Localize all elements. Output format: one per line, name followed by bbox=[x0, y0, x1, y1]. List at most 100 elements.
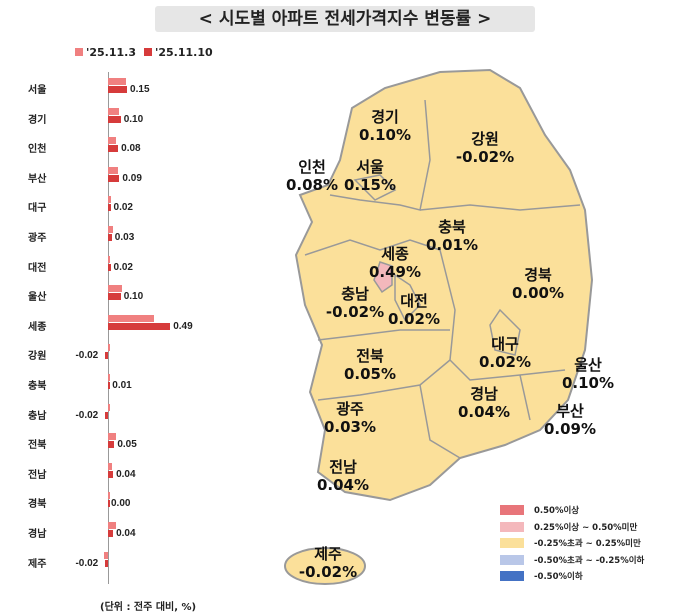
bar-previous bbox=[108, 166, 119, 174]
legend-swatch bbox=[500, 521, 524, 532]
region-label: 경남 bbox=[28, 529, 47, 540]
value-label: -0.02 bbox=[75, 409, 99, 421]
bar-previous bbox=[108, 522, 116, 529]
map-legend-item: -0.50%초과 ~ -0.25%이하 bbox=[500, 552, 644, 569]
value-label: 0.09 bbox=[122, 172, 142, 184]
bar-previous bbox=[108, 137, 116, 145]
bar-current bbox=[108, 174, 120, 182]
value-label: 0.01 bbox=[112, 380, 132, 391]
map-label-5: 세종 0.49% bbox=[360, 245, 430, 281]
bar-current bbox=[108, 470, 114, 478]
legend-swatch bbox=[500, 505, 524, 516]
region-value: -0.02% bbox=[298, 563, 358, 581]
jeju-shape bbox=[284, 547, 366, 585]
region-name: 부산 bbox=[556, 402, 584, 420]
bar-current bbox=[108, 322, 171, 330]
bar-current bbox=[108, 382, 110, 389]
bar-current bbox=[108, 86, 128, 93]
map-label-6: 경북 0.00% bbox=[503, 266, 573, 302]
region-value: 0.03% bbox=[323, 418, 377, 436]
region-value: -0.02% bbox=[455, 148, 515, 166]
region-value: 0.02% bbox=[478, 353, 532, 371]
map-label-14: 부산 0.09% bbox=[535, 402, 605, 438]
bar-current bbox=[108, 204, 111, 212]
region-name: 서울 bbox=[356, 158, 384, 176]
value-label: 0.15 bbox=[130, 84, 150, 95]
page-title: < 시도별 아파트 전세가격지수 변동률 > bbox=[155, 6, 535, 32]
bar-previous bbox=[108, 374, 110, 381]
bar-previous bbox=[108, 462, 112, 470]
region-name: 경북 bbox=[524, 266, 552, 284]
region-name: 울산 bbox=[574, 356, 602, 374]
value-label: 0.08 bbox=[121, 143, 141, 155]
map-label-7: 충남 -0.02% bbox=[320, 285, 390, 321]
region-label: 전남 bbox=[28, 469, 47, 481]
region-label: 충남 bbox=[28, 410, 47, 422]
region-value: 0.10% bbox=[358, 126, 412, 144]
region-value: 0.04% bbox=[316, 476, 370, 494]
bar-previous bbox=[108, 344, 110, 352]
legend-label: -0.25%초과 ~ 0.25%미만 bbox=[534, 539, 641, 550]
legend-label: -0.50%이하 bbox=[534, 572, 583, 583]
region-label: 울산 bbox=[28, 292, 47, 304]
region-name: 전남 bbox=[329, 458, 357, 476]
region-label: 세종 bbox=[28, 321, 47, 333]
legend-swatch bbox=[500, 554, 524, 565]
region-label: 대구 bbox=[28, 203, 47, 215]
value-label: 0.05 bbox=[117, 439, 137, 451]
bar-previous bbox=[108, 78, 126, 85]
map-label-8: 대전 0.02% bbox=[379, 292, 449, 328]
region-label: 제주 bbox=[28, 558, 47, 570]
legend-label: -0.50%초과 ~ -0.25%이하 bbox=[534, 555, 645, 566]
map-legend-item: -0.50%이하 bbox=[500, 568, 644, 585]
value-label: 0.02 bbox=[113, 261, 133, 273]
bar-current bbox=[108, 115, 121, 123]
bar-current bbox=[105, 352, 108, 360]
region-value: 0.02% bbox=[387, 310, 441, 328]
legend-label: 0.50%이상 bbox=[534, 506, 580, 517]
bar-current bbox=[108, 145, 119, 153]
region-label: 대전 bbox=[28, 262, 47, 274]
region-label: 충북 bbox=[28, 381, 47, 392]
region-value: 0.04% bbox=[457, 403, 511, 421]
bar-previous bbox=[108, 433, 116, 441]
region-name: 인천 bbox=[298, 158, 326, 176]
region-value: 0.09% bbox=[543, 420, 597, 438]
bar-previous bbox=[108, 492, 110, 500]
map-label-3: 서울 0.15% bbox=[335, 158, 405, 194]
map-legend-item: -0.25%초과 ~ 0.25%미만 bbox=[500, 535, 644, 552]
map-label-2: 인천 0.08% bbox=[277, 158, 347, 194]
map-label-13: 경남 0.04% bbox=[449, 385, 519, 421]
region-name: 광주 bbox=[336, 400, 364, 418]
value-label: 0.10 bbox=[123, 291, 144, 303]
bar-previous bbox=[108, 107, 120, 115]
region-name: 경남 bbox=[470, 385, 498, 403]
map-legend-item: 0.25%이상 ~ 0.50%미만 bbox=[500, 519, 644, 536]
map-label-12: 광주 0.03% bbox=[315, 400, 385, 436]
region-label: 경기 bbox=[28, 114, 47, 126]
region-name: 대전 bbox=[400, 292, 428, 310]
bar-current bbox=[108, 234, 112, 241]
unit-note: (단위 : 전주 대비, %) bbox=[100, 602, 197, 613]
map-label-1: 강원 -0.02% bbox=[450, 130, 520, 166]
region-label: 전북 bbox=[28, 440, 47, 452]
map-label-9: 대구 0.02% bbox=[470, 335, 540, 371]
bar-current bbox=[108, 263, 111, 271]
region-name: 경기 bbox=[371, 108, 399, 126]
region-name: 충북 bbox=[438, 218, 466, 236]
region-label: 인천 bbox=[28, 144, 47, 156]
bar-current bbox=[108, 441, 115, 449]
bar-previous bbox=[108, 314, 154, 322]
region-value: -0.02% bbox=[325, 303, 385, 321]
bar-previous bbox=[104, 551, 108, 559]
map-label-15: 전남 0.04% bbox=[308, 458, 378, 494]
region-label: 부산 bbox=[28, 173, 47, 185]
region-name: 세종 bbox=[381, 245, 409, 263]
region-value: 0.05% bbox=[343, 365, 397, 383]
region-name: 제주 bbox=[314, 545, 342, 563]
legend-swatch bbox=[500, 538, 524, 549]
region-value: 0.08% bbox=[285, 176, 339, 194]
region-value: 0.00% bbox=[511, 284, 565, 302]
bar-previous bbox=[108, 285, 122, 293]
